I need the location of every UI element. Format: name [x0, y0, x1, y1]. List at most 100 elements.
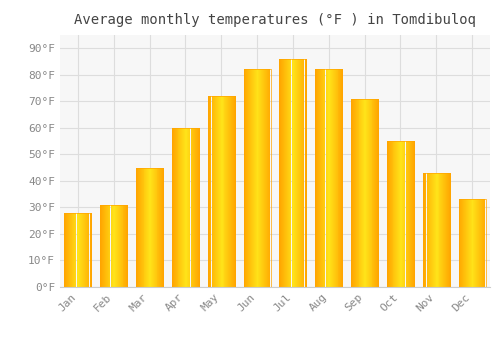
Bar: [172, 128, 199, 287]
Bar: [175, 128, 176, 287]
Bar: [124, 205, 126, 287]
Bar: [460, 199, 462, 287]
Bar: [367, 99, 368, 287]
Bar: [430, 173, 431, 287]
Bar: [432, 173, 433, 287]
Bar: [360, 99, 362, 287]
Bar: [412, 141, 413, 287]
Bar: [208, 96, 234, 287]
Bar: [414, 141, 415, 287]
Bar: [411, 141, 412, 287]
Bar: [218, 96, 219, 287]
Bar: [127, 205, 128, 287]
Bar: [396, 141, 397, 287]
Bar: [342, 70, 343, 287]
Bar: [233, 96, 234, 287]
Bar: [252, 70, 253, 287]
Bar: [139, 168, 140, 287]
Bar: [290, 59, 292, 287]
Bar: [406, 141, 408, 287]
Bar: [317, 70, 318, 287]
Bar: [479, 199, 480, 287]
Bar: [283, 59, 284, 287]
Bar: [316, 70, 342, 287]
Bar: [141, 168, 142, 287]
Bar: [294, 59, 295, 287]
Bar: [435, 173, 436, 287]
Bar: [458, 199, 485, 287]
Bar: [158, 168, 160, 287]
Bar: [156, 168, 158, 287]
Bar: [387, 141, 414, 287]
Bar: [103, 205, 104, 287]
Bar: [443, 173, 444, 287]
Bar: [81, 213, 82, 287]
Bar: [144, 168, 146, 287]
Bar: [374, 99, 375, 287]
Bar: [82, 213, 83, 287]
Bar: [464, 199, 465, 287]
Bar: [399, 141, 400, 287]
Bar: [212, 96, 214, 287]
Bar: [480, 199, 481, 287]
Bar: [465, 199, 466, 287]
Bar: [220, 96, 221, 287]
Bar: [162, 168, 163, 287]
Bar: [401, 141, 402, 287]
Bar: [149, 168, 150, 287]
Bar: [286, 59, 287, 287]
Bar: [114, 205, 115, 287]
Bar: [472, 199, 474, 287]
Bar: [178, 128, 180, 287]
Bar: [372, 99, 374, 287]
Bar: [251, 70, 252, 287]
Bar: [264, 70, 265, 287]
Bar: [390, 141, 392, 287]
Bar: [107, 205, 108, 287]
Bar: [300, 59, 301, 287]
Bar: [263, 70, 264, 287]
Bar: [183, 128, 184, 287]
Bar: [152, 168, 153, 287]
Bar: [260, 70, 261, 287]
Bar: [304, 59, 306, 287]
Bar: [190, 128, 192, 287]
Bar: [358, 99, 360, 287]
Bar: [468, 199, 469, 287]
Bar: [340, 70, 341, 287]
Bar: [434, 173, 435, 287]
Bar: [445, 173, 446, 287]
Bar: [268, 70, 270, 287]
Bar: [321, 70, 322, 287]
Bar: [330, 70, 331, 287]
Bar: [115, 205, 116, 287]
Bar: [270, 70, 272, 287]
Bar: [194, 128, 195, 287]
Bar: [440, 173, 442, 287]
Bar: [280, 59, 306, 287]
Bar: [78, 213, 80, 287]
Bar: [258, 70, 260, 287]
Bar: [222, 96, 224, 287]
Bar: [146, 168, 147, 287]
Bar: [224, 96, 226, 287]
Bar: [423, 173, 450, 287]
Bar: [250, 70, 251, 287]
Bar: [68, 213, 69, 287]
Bar: [217, 96, 218, 287]
Bar: [478, 199, 479, 287]
Bar: [118, 205, 119, 287]
Bar: [266, 70, 267, 287]
Bar: [458, 199, 460, 287]
Bar: [173, 128, 174, 287]
Bar: [83, 213, 84, 287]
Bar: [316, 70, 317, 287]
Bar: [302, 59, 304, 287]
Bar: [320, 70, 321, 287]
Bar: [100, 205, 101, 287]
Bar: [153, 168, 154, 287]
Bar: [280, 59, 281, 287]
Bar: [105, 205, 106, 287]
Bar: [246, 70, 248, 287]
Bar: [226, 96, 227, 287]
